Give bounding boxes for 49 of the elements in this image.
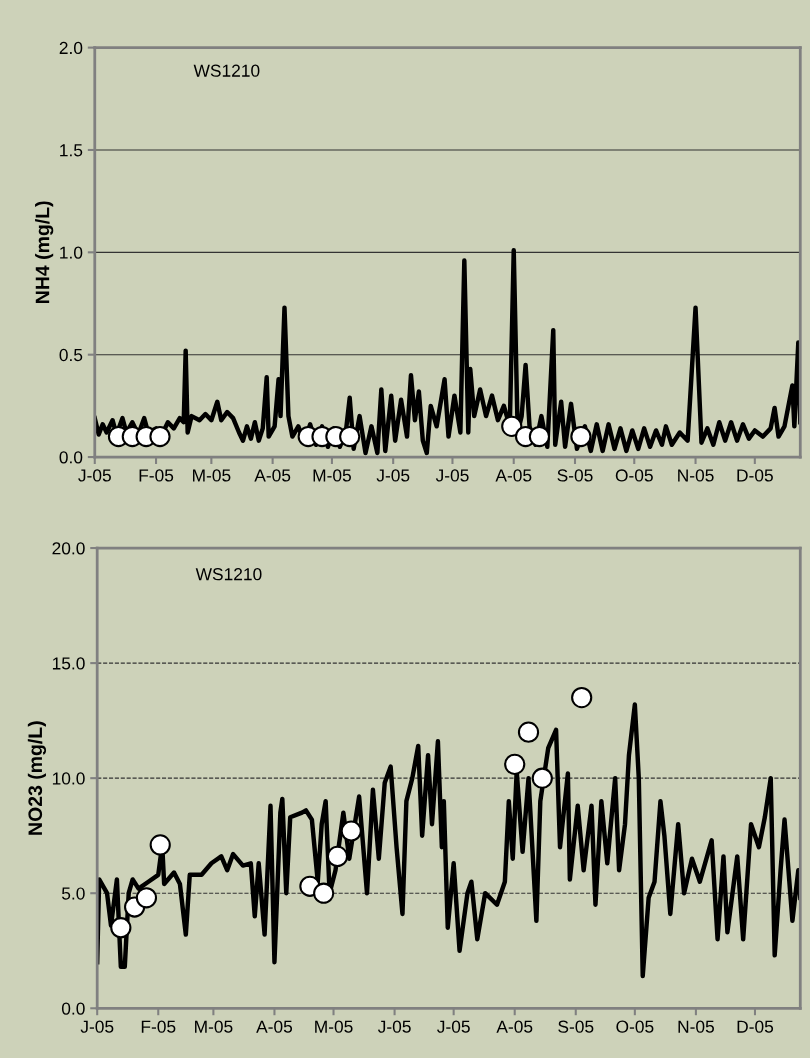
x-tick-label: A-05 xyxy=(256,1020,293,1033)
x-tick-label: M-05 xyxy=(193,469,231,482)
y-tick-label: 2.0 xyxy=(59,41,83,55)
y-tick-label: 0.0 xyxy=(59,451,83,464)
y-tick-label: 0.5 xyxy=(59,348,83,362)
point xyxy=(326,845,349,868)
annotation: WS1210 xyxy=(195,568,262,581)
x-tick-label: F-05 xyxy=(141,1020,176,1033)
x-tick-label: A-05 xyxy=(496,1020,533,1033)
point xyxy=(531,767,553,789)
x-tick-label: M-05 xyxy=(313,469,351,482)
point xyxy=(340,820,362,842)
x-tick-label: D-05 xyxy=(737,1020,774,1033)
y-axis-title: NH4 (mg/L) xyxy=(35,201,54,303)
x-tick-label: J-05 xyxy=(78,469,111,482)
annotation: WS1210 xyxy=(193,64,260,77)
y-axis-title: NO23 (mg/L) xyxy=(27,721,47,835)
y-tick-label: 1.0 xyxy=(60,246,83,259)
y-tick-label: 1.5 xyxy=(60,144,83,157)
x-tick-label: J-05 xyxy=(80,1020,114,1033)
y-tick-label: 10.0 xyxy=(52,772,85,785)
y-tick-label: 15.0 xyxy=(52,657,85,670)
x-tick-label: S-05 xyxy=(557,469,593,482)
point xyxy=(517,721,540,743)
point xyxy=(313,882,335,904)
y-tick-label: 20.0 xyxy=(52,542,85,555)
x-tick-label: M-05 xyxy=(195,1020,233,1033)
x-tick-label: S-05 xyxy=(558,1020,594,1033)
x-tick-label: D-05 xyxy=(737,469,773,482)
x-tick-label: A-05 xyxy=(495,469,532,482)
x-tick-label: J-05 xyxy=(376,469,410,482)
x-tick-label: A-05 xyxy=(254,469,291,482)
x-tick-label: J-05 xyxy=(435,469,469,482)
x-tick-label: O-05 xyxy=(616,1020,654,1033)
x-tick-label: J-05 xyxy=(437,1020,470,1033)
x-tick-label: O-05 xyxy=(615,469,653,482)
point xyxy=(149,834,171,856)
x-tick-label: N-05 xyxy=(678,469,714,482)
line-series xyxy=(97,702,801,979)
point xyxy=(135,887,158,909)
point xyxy=(110,917,132,939)
y-tick-label: 5.0 xyxy=(61,887,85,900)
x-tick-label: F-05 xyxy=(139,469,174,482)
x-tick-label: N-05 xyxy=(678,1020,714,1033)
x-tick-label: J-05 xyxy=(377,1020,411,1033)
point xyxy=(571,687,593,709)
x-tick-label: M-05 xyxy=(315,1020,353,1033)
point xyxy=(504,753,526,775)
y-tick-label: 0.0 xyxy=(61,1002,85,1015)
